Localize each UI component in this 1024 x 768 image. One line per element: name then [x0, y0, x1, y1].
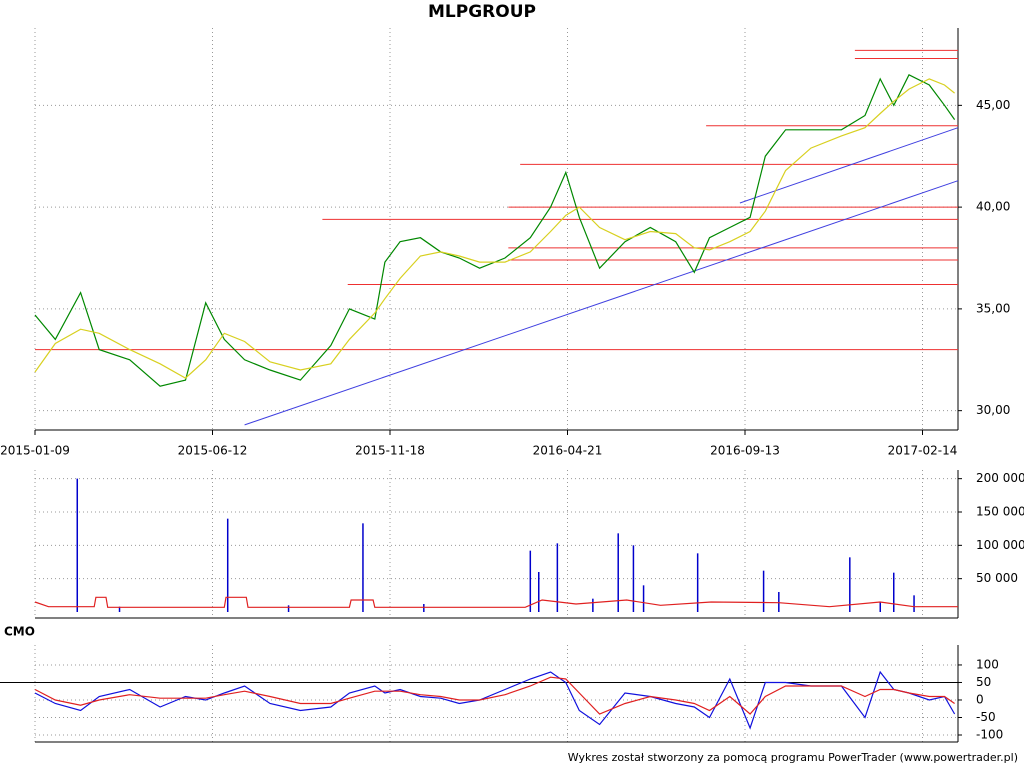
- series-line: [34, 73, 956, 387]
- y-tick-label: 50 000: [976, 571, 1018, 585]
- series-line: [34, 596, 958, 608]
- x-tick-label: 2015-06-12: [178, 444, 248, 458]
- series-line: [34, 676, 955, 715]
- panel-title: CMO: [4, 625, 35, 639]
- x-tick-label: 2016-04-21: [533, 444, 603, 458]
- y-tick-label: 40,00: [976, 200, 1010, 214]
- series-line: [34, 78, 955, 379]
- y-tick-label: -100: [976, 727, 1003, 741]
- y-tick-label: 150 000: [976, 505, 1024, 519]
- trend-line: [244, 180, 959, 426]
- y-tick-label: 30,00: [976, 403, 1010, 417]
- chart-title: MLPGROUP: [428, 2, 536, 22]
- y-tick-label: 100 000: [976, 538, 1024, 552]
- y-tick-label: 0: [976, 692, 984, 706]
- series-line: [34, 670, 956, 730]
- y-tick-label: 200 000: [976, 471, 1024, 485]
- y-tick-label: -50: [976, 710, 996, 724]
- x-tick-label: 2017-02-14: [888, 444, 958, 458]
- x-tick-label: 2016-09-13: [710, 444, 780, 458]
- y-tick-label: 35,00: [976, 301, 1010, 315]
- x-tick-label: 2015-01-09: [0, 444, 70, 458]
- footer: Wykres został stworzony za pomocą progra…: [568, 751, 1018, 764]
- x-tick-label: 2015-11-18: [355, 444, 425, 458]
- y-tick-label: 45,00: [976, 98, 1010, 112]
- y-tick-label: 50: [976, 675, 991, 689]
- y-tick-label: 100: [976, 657, 999, 671]
